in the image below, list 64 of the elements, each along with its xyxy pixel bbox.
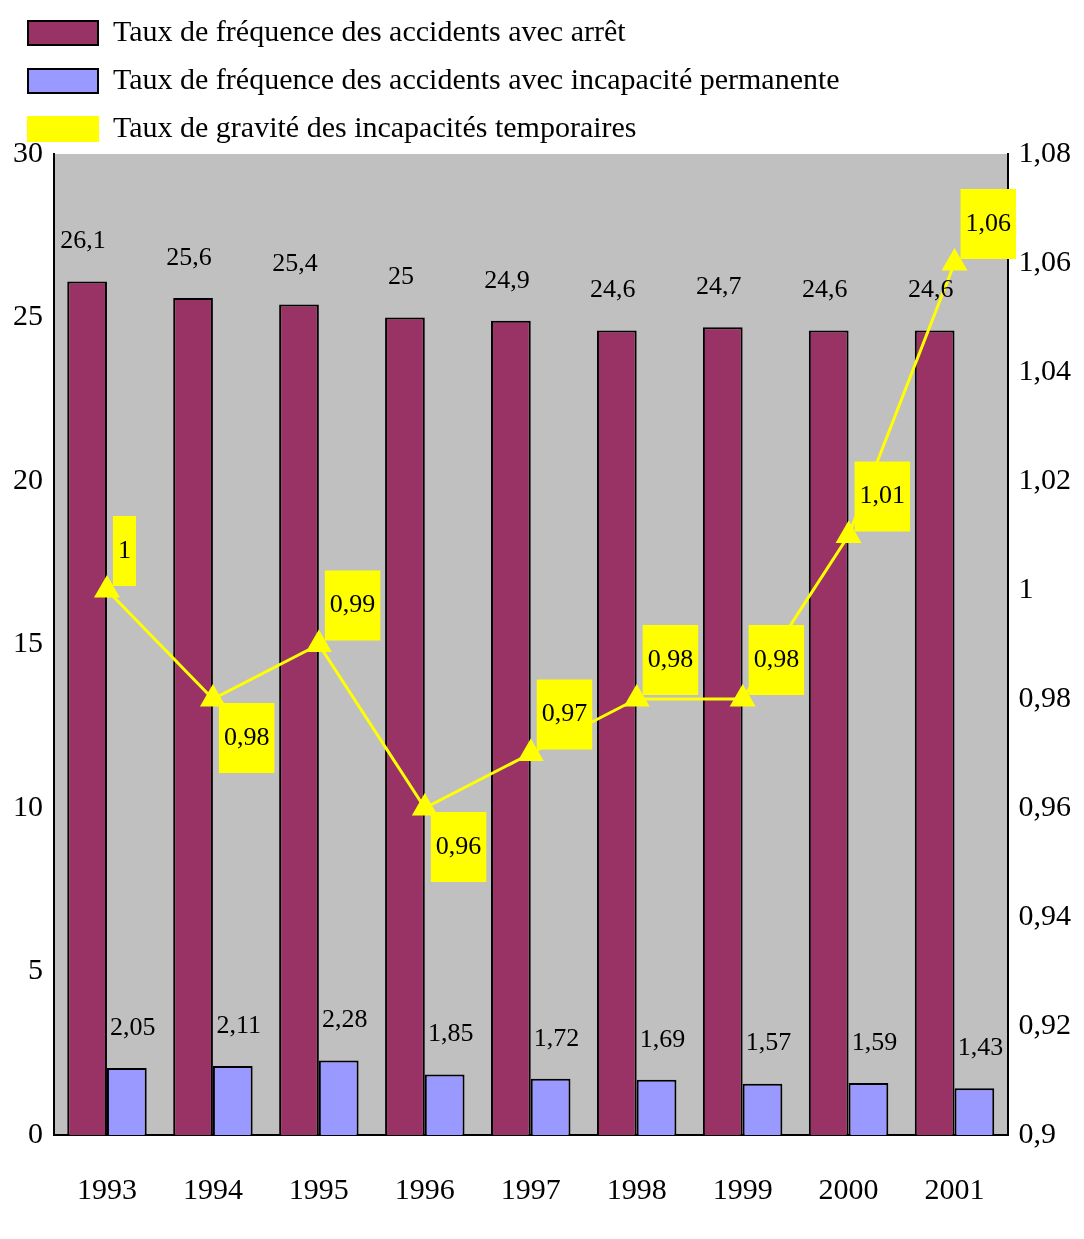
x-tick-label: 1993 <box>76 1171 137 1205</box>
y-tick-label: 25 <box>13 298 43 332</box>
data-label: 24,6 <box>801 274 848 304</box>
data-label: 0,98 <box>647 643 694 673</box>
data-label: 2,28 <box>321 1004 368 1034</box>
point <box>306 631 331 652</box>
data-label: 26,1 <box>60 225 106 255</box>
y2-tick-label: 1,04 <box>1018 352 1071 386</box>
data-label: 25,6 <box>166 241 212 271</box>
point <box>942 249 967 271</box>
y2-tick-label: 0,98 <box>1018 679 1071 713</box>
data-label: 1,69 <box>639 1023 686 1053</box>
data-label: 1,57 <box>745 1027 792 1057</box>
x-tick-label: 1997 <box>500 1171 561 1205</box>
x-tick-label: 1998 <box>606 1171 667 1205</box>
y2-tick-label: 0,92 <box>1018 1006 1071 1040</box>
y2-tick-label: 0,96 <box>1018 788 1071 822</box>
data-label: 24,6 <box>590 274 636 304</box>
legend-label: Taux de gravité des incapacités temporaires <box>113 109 637 143</box>
y-tick-label: 30 <box>13 134 43 168</box>
data-label: 2,11 <box>216 1009 262 1039</box>
y2-tick-label: 0,9 <box>1018 1115 1056 1149</box>
data-label: 25 <box>387 261 414 291</box>
y-tick-label: 20 <box>13 461 43 495</box>
data-label: 1,06 <box>965 207 1012 237</box>
x-tick-label: 1996 <box>394 1171 455 1205</box>
data-label: 1,43 <box>957 1032 1004 1062</box>
data-label: 0,97 <box>541 698 588 728</box>
y2-tick-label: 1,06 <box>1018 243 1071 277</box>
legend-label: Taux de fréquence des accidents avec arrêt <box>113 13 627 47</box>
y2-tick-label: 1,02 <box>1018 461 1071 495</box>
x-tick-label: 2001 <box>924 1171 985 1205</box>
data-label: 1,72 <box>533 1022 580 1052</box>
y2-tick-label: 0,94 <box>1018 897 1071 931</box>
y-tick-label: 0 <box>28 1115 43 1149</box>
data-label: 24,9 <box>484 264 530 294</box>
point <box>95 576 119 598</box>
y2-tick-label: 1 <box>1018 570 1034 604</box>
data-label: 2,05 <box>110 1011 156 1041</box>
data-label: 0,99 <box>329 589 376 619</box>
data-label: 1,85 <box>427 1018 474 1048</box>
x-tick-label: 1999 <box>712 1171 773 1205</box>
y-tick-label: 10 <box>13 788 43 822</box>
point <box>836 522 861 543</box>
point <box>518 740 543 761</box>
data-label: 1,01 <box>859 480 906 510</box>
data-label: 1,59 <box>851 1026 898 1056</box>
data-label: 25,4 <box>272 248 318 278</box>
y-tick-label: 5 <box>28 952 43 986</box>
legend-label: Taux de fréquence des accidents avec incapacité permanente <box>113 61 840 95</box>
y-tick-label: 15 <box>13 625 43 659</box>
data-label: 0,98 <box>223 721 270 751</box>
data-label: 0,96 <box>435 830 482 860</box>
data-label: 1 <box>117 534 131 564</box>
data-label: 0,98 <box>753 643 800 673</box>
data-label: 24,7 <box>696 271 742 301</box>
y2-tick-label: 1,08 <box>1018 134 1071 168</box>
point <box>412 794 437 816</box>
x-tick-label: 1994 <box>182 1171 243 1205</box>
point <box>201 685 225 707</box>
x-tick-label: 1995 <box>288 1171 349 1205</box>
x-tick-label: 2000 <box>818 1171 879 1205</box>
point <box>624 685 649 707</box>
point <box>730 685 755 707</box>
